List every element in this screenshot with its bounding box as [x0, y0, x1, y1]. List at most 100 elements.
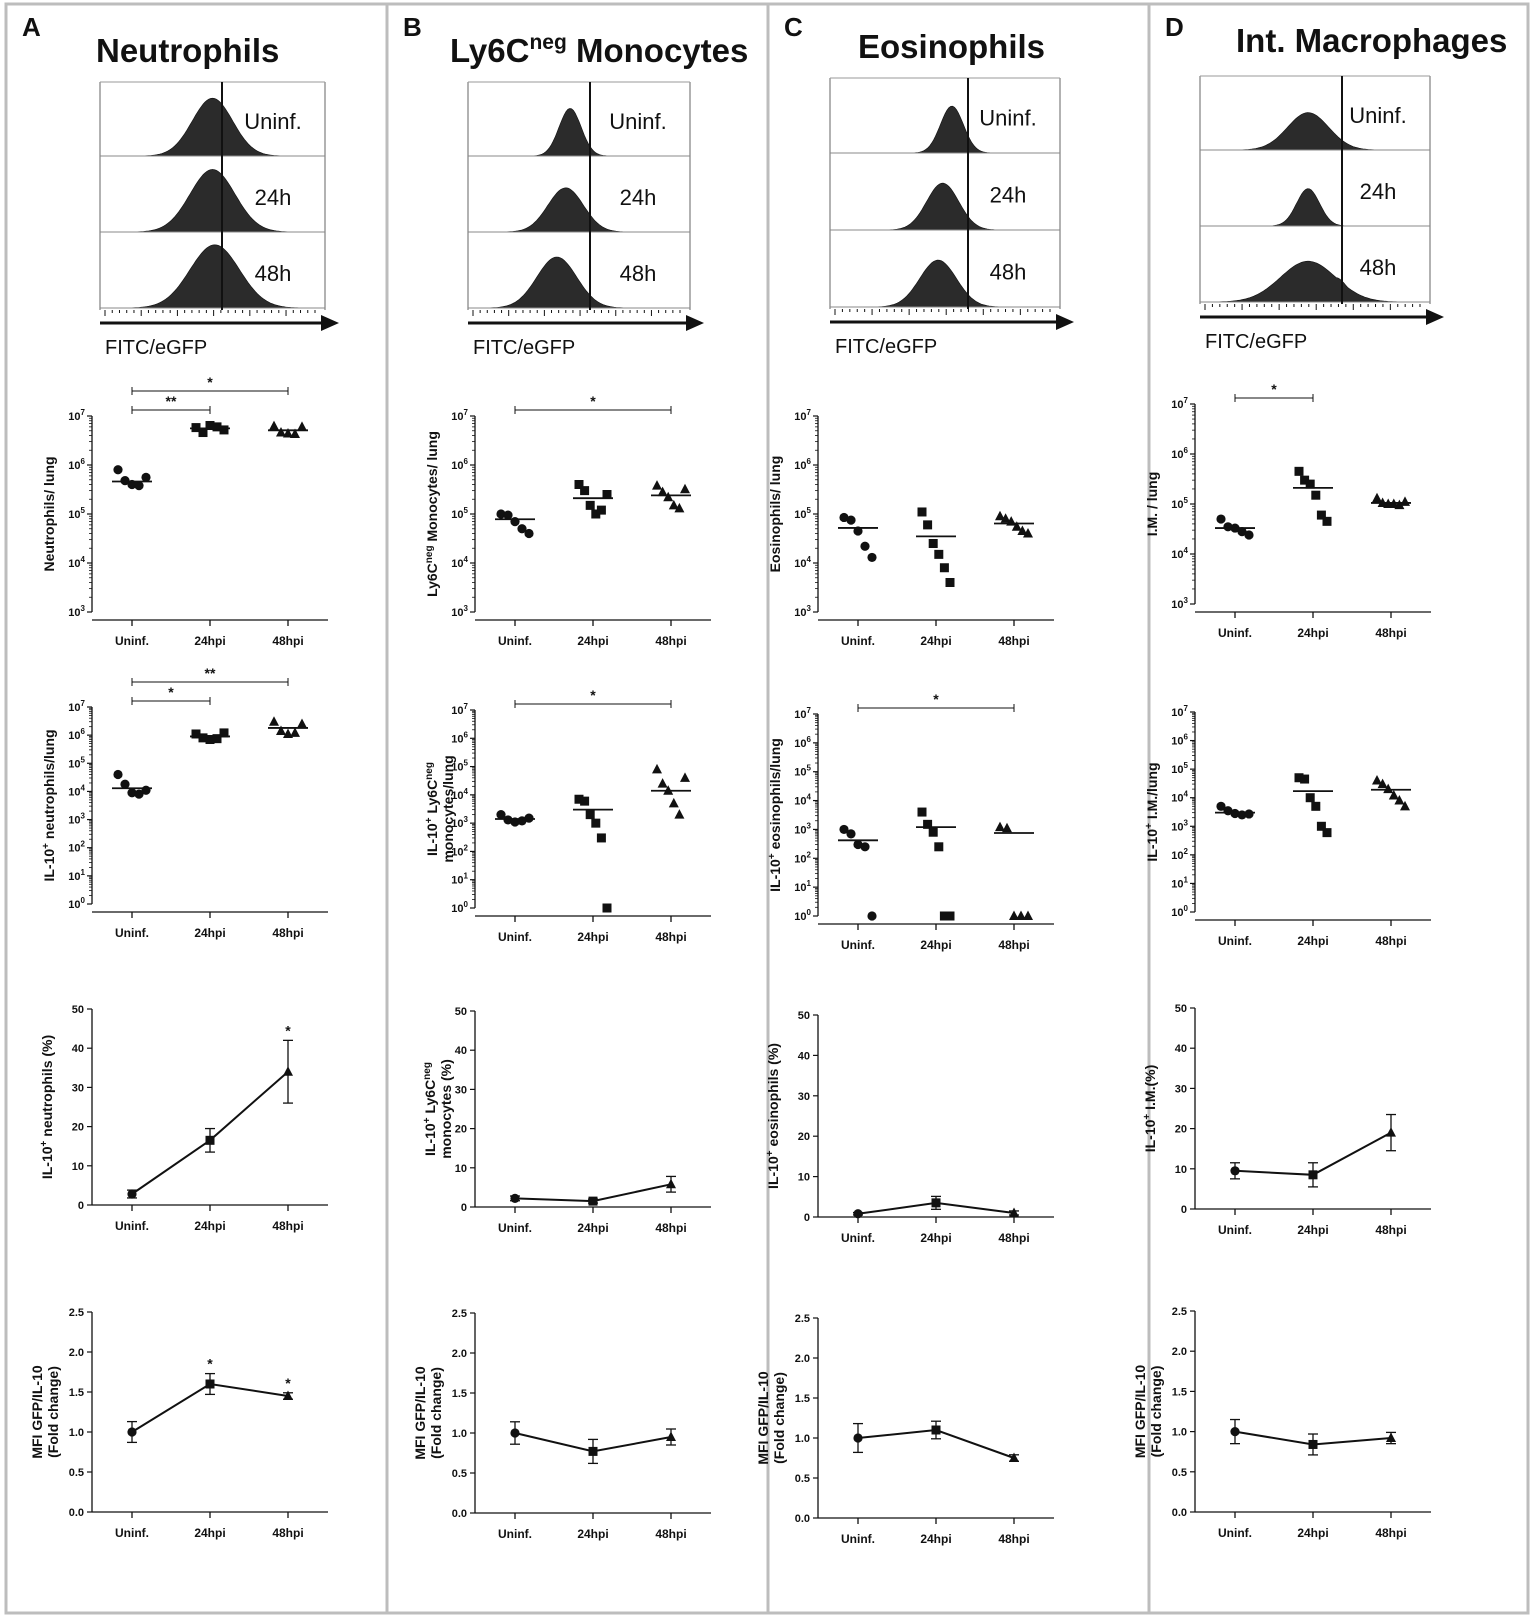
histogram-label: Uninf. — [244, 109, 301, 134]
data-point-circle — [853, 1433, 863, 1443]
x-tick-label: Uninf. — [498, 634, 532, 648]
y-tick-exp: 3 — [81, 812, 86, 821]
y-tick-exp: 7 — [464, 702, 469, 711]
y-axis-label-main: IL-10 — [1144, 829, 1160, 862]
data-point-circle — [1237, 527, 1247, 537]
y-tick-label: 106 — [1171, 733, 1188, 748]
histogram-label: Uninf. — [609, 109, 666, 134]
y-tick-label: 30 — [1175, 1083, 1187, 1095]
data-point-triangle — [1388, 789, 1399, 800]
y-tick-exp: 2 — [807, 850, 812, 859]
data-point-square — [931, 1425, 941, 1435]
data-point-triangle — [674, 502, 685, 513]
y-tick-label: 106 — [794, 457, 811, 472]
y-tick-label: 2.0 — [795, 1353, 810, 1365]
data-point-square — [205, 735, 215, 745]
x-axis-arrow-head — [321, 315, 339, 331]
y-tick-label: 101 — [1171, 875, 1188, 890]
y-tick-base: 10 — [1171, 736, 1183, 748]
x-axis-arrow-head — [1426, 309, 1444, 325]
x-tick-label: 24hpi — [577, 1527, 608, 1541]
data-point-triangle — [995, 821, 1005, 832]
y-tick-base: 10 — [1171, 707, 1183, 719]
y-tick-label: 1.0 — [795, 1433, 810, 1445]
data-point-triangle — [1000, 513, 1011, 523]
y-tick-base: 10 — [1171, 878, 1183, 890]
data-point-circle — [853, 839, 863, 850]
data-point-square — [1322, 828, 1332, 838]
y-tick-base: 10 — [68, 815, 80, 827]
y-axis-label-sup: + — [1142, 1114, 1153, 1120]
x-tick-label: Uninf. — [115, 634, 149, 648]
y-tick-exp: 0 — [81, 896, 86, 905]
data-point-circle — [510, 516, 520, 527]
y-tick-label: 107 — [1171, 704, 1188, 719]
mfi-plot: 0.0 0.5 1.0 1.5 2.0 2.5 Uninf. 24hpi 48hpi * * MFI … — [29, 1307, 328, 1540]
data-point-triangle — [290, 727, 300, 737]
y-tick-label: 102 — [68, 840, 85, 855]
y-tick-label: 0.0 — [795, 1513, 810, 1525]
y-axis-label: Ly6Cneg Monocytes/ lung — [424, 431, 440, 597]
histogram-stack: Uninf. 24h 48h FITC/eGFP — [829, 77, 1074, 358]
data-point-square — [205, 420, 215, 430]
data-point-square — [602, 903, 612, 913]
y-tick-base: 10 — [451, 846, 463, 858]
data-point-square — [1316, 510, 1326, 520]
y-axis-label-main: Eosinophils/ lung — [767, 456, 783, 573]
y-axis-label-sup: + — [41, 843, 52, 849]
y-tick-exp: 5 — [1184, 761, 1189, 770]
histogram-x-label: FITC/eGFP — [835, 336, 937, 358]
y-tick-label: 0 — [804, 1212, 810, 1224]
y-axis-label-sup: + — [39, 1140, 50, 1146]
histogram-stack: Uninf. 24h 48h FITC/eGFP — [1199, 75, 1444, 353]
y-tick-label: 2.5 — [452, 1308, 467, 1320]
panel-title: Ly6Cneg Monocytes — [450, 31, 748, 69]
y-tick-label: 0.0 — [452, 1508, 467, 1520]
data-point-circle — [113, 465, 123, 475]
y-tick-label: 105 — [794, 764, 811, 779]
x-tick-label: 24hpi — [194, 634, 225, 648]
y-tick-exp: 3 — [81, 604, 86, 613]
data-point-circle — [1244, 809, 1254, 819]
y-tick-base: 10 — [794, 853, 806, 865]
y-tick-exp: 3 — [1184, 818, 1189, 827]
y-tick-exp: 7 — [81, 408, 86, 417]
y-tick-label: 0.5 — [69, 1467, 84, 1479]
data-point-square — [939, 563, 949, 573]
y-tick-base: 10 — [794, 709, 806, 721]
data-point-square — [574, 479, 584, 489]
x-tick-label: Uninf. — [498, 930, 532, 944]
y-tick-label: 104 — [451, 787, 468, 802]
histogram-label: Uninf. — [979, 106, 1036, 131]
data-point-square — [945, 911, 955, 921]
data-point-circle — [860, 541, 870, 551]
y-tick-exp: 5 — [1184, 496, 1189, 505]
y-axis-label-main: IL-10 — [422, 1123, 438, 1156]
y-tick-label: 1.5 — [452, 1388, 467, 1400]
y-tick-label: 0 — [461, 1202, 467, 1214]
panel-title-main: Int. Macrophages — [1236, 22, 1507, 59]
data-point-triangle — [1386, 1432, 1396, 1443]
data-point-square — [198, 428, 208, 438]
x-tick-label: 48hpi — [1375, 1526, 1406, 1540]
y-tick-label: 2.0 — [1172, 1346, 1187, 1358]
y-tick-label: 50 — [455, 1006, 467, 1018]
y-tick-base: 10 — [794, 882, 806, 894]
y-tick-label: 0.0 — [1172, 1507, 1187, 1519]
y-tick-label: 105 — [451, 759, 468, 774]
y-tick-label: 100 — [451, 900, 468, 915]
y-tick-exp: 2 — [464, 843, 469, 852]
y-axis-label-main: IL-10 — [41, 849, 57, 882]
y-axis-label-sup: + — [422, 1117, 433, 1123]
x-tick-label: 48hpi — [655, 930, 686, 944]
data-point-triangle — [290, 428, 300, 438]
data-point-triangle — [297, 718, 307, 728]
data-point-square — [939, 911, 949, 921]
data-point-triangle — [276, 427, 286, 437]
y-tick-base: 10 — [1171, 599, 1183, 611]
y-axis-label-main: MFI GFP/IL-10 — [755, 1371, 771, 1465]
x-tick-label: 24hpi — [920, 1532, 951, 1546]
data-point-square — [1300, 475, 1310, 485]
